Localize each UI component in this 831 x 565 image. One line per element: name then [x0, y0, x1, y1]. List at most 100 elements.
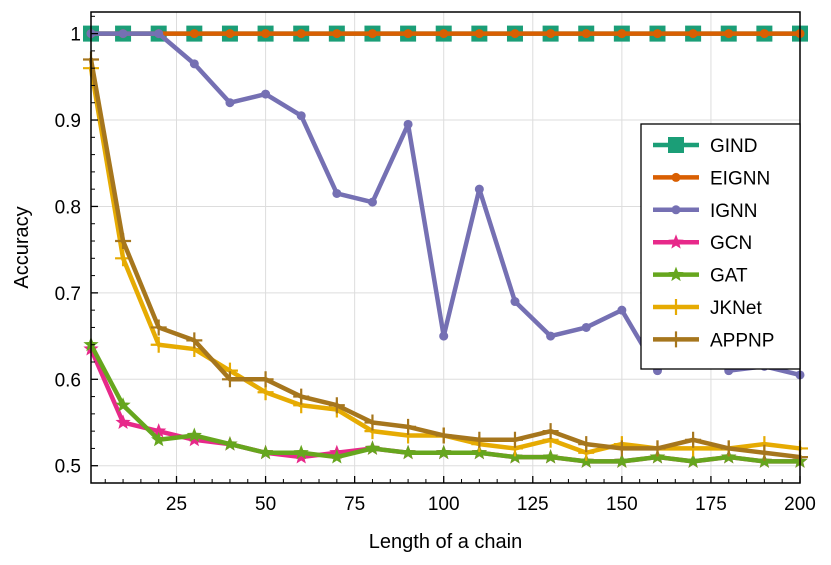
data-point-eignn [546, 29, 556, 39]
legend-label-gat: GAT [710, 266, 748, 287]
legend-marker-appnp [668, 331, 684, 348]
legend-marker-eignn [671, 172, 681, 182]
x-tick-label: 175 [695, 494, 727, 515]
data-point-gat [293, 444, 309, 460]
x-axis-label: Length of a chain [369, 531, 522, 553]
x-tick-label: 200 [784, 494, 816, 515]
data-point-gcn [151, 423, 167, 438]
legend-marker-jknet [668, 299, 684, 315]
series-appnp [83, 51, 808, 466]
data-point-gat [222, 436, 238, 451]
data-point-jknet [150, 336, 167, 353]
data-point-eignn [617, 29, 627, 39]
data-point-appnp [649, 440, 666, 457]
data-point-gat [685, 453, 701, 468]
data-point-ignn [189, 59, 199, 69]
legend-label-appnp: APPNP [710, 330, 774, 351]
data-point-eignn [759, 29, 769, 39]
data-point-appnp [150, 319, 167, 336]
legend-marker-ignn [671, 205, 681, 215]
x-tick-label: 125 [517, 494, 549, 515]
data-point-ignn [581, 322, 591, 332]
legend-marker-gat [668, 266, 684, 282]
y-tick-label: 0.7 [55, 284, 81, 305]
data-point-gcn [293, 449, 309, 464]
data-point-eignn [724, 29, 734, 39]
x-tick-label: 150 [606, 494, 638, 515]
y-tick-label: 0.5 [55, 457, 81, 478]
data-point-ignn [332, 188, 342, 198]
data-point-eignn [510, 29, 520, 39]
data-point-ignn [367, 197, 377, 207]
data-point-gat [151, 431, 167, 447]
data-point-gcn [115, 414, 131, 429]
data-point-gat [186, 427, 202, 442]
data-point-appnp [115, 233, 132, 250]
y-tick-label: 1 [70, 25, 81, 46]
data-point-appnp [471, 431, 488, 448]
data-point-appnp [685, 431, 702, 448]
data-point-eignn [189, 29, 199, 39]
legend-label-eignn: EIGNN [710, 168, 770, 189]
data-point-gat [614, 453, 630, 468]
data-point-ignn [154, 29, 164, 39]
data-point-ignn [546, 331, 556, 341]
x-tick-label: 50 [255, 494, 276, 515]
series-eignn [86, 29, 805, 39]
data-point-gat [329, 449, 345, 464]
legend-label-jknet: JKNet [710, 298, 762, 319]
legend-marker-gind [668, 137, 684, 153]
data-point-eignn [403, 29, 413, 39]
x-tick-label: 25 [166, 494, 187, 515]
data-point-gat [257, 444, 274, 460]
y-tick-label: 0.8 [55, 197, 81, 218]
data-point-gat [400, 444, 416, 460]
legend-box [640, 123, 801, 370]
data-point-gat [436, 444, 452, 460]
data-point-gat [364, 440, 381, 455]
x-tick-label: 75 [344, 494, 365, 515]
data-point-appnp [506, 431, 523, 448]
data-point-ignn [617, 305, 627, 315]
data-point-eignn [332, 29, 342, 39]
data-point-appnp [578, 436, 595, 453]
y-tick-label: 0.6 [55, 370, 81, 391]
legend-label-gind: GIND [710, 136, 758, 157]
legend-label-gcn: GCN [710, 233, 752, 254]
data-point-ignn [225, 98, 235, 108]
data-point-appnp [221, 371, 238, 388]
data-point-eignn [296, 29, 306, 39]
data-point-gat [115, 397, 131, 412]
data-point-eignn [367, 29, 377, 39]
y-axis-label: Accuracy [11, 206, 33, 288]
data-point-eignn [439, 29, 449, 39]
data-point-appnp [186, 332, 203, 349]
data-point-eignn [581, 29, 591, 39]
data-point-appnp [542, 423, 559, 440]
y-tick-label: 0.9 [55, 111, 81, 132]
data-point-appnp [257, 371, 274, 388]
data-point-eignn [688, 29, 698, 39]
data-point-eignn [652, 29, 662, 39]
data-point-eignn [225, 29, 235, 39]
data-point-ignn [474, 184, 484, 194]
legend: GIND EIGNN IGNN GCN GAT JKNet APPNP [640, 123, 801, 370]
data-point-ignn [439, 331, 449, 341]
data-point-ignn [510, 297, 520, 307]
data-point-appnp [364, 414, 381, 431]
data-point-eignn [261, 29, 271, 39]
data-point-eignn [474, 29, 484, 39]
data-point-ignn [403, 119, 413, 129]
data-point-appnp [756, 444, 773, 461]
data-point-gcn [186, 431, 202, 447]
data-point-appnp [293, 388, 310, 405]
x-tick-label: 100 [428, 494, 460, 515]
axes: 25 50 75 100 125 150 175 200 0.5 0.6 0.7 0.8 0.9 1 [55, 15, 816, 515]
data-point-appnp [720, 440, 737, 457]
data-point-appnp [435, 427, 452, 444]
data-point-ignn [118, 29, 128, 39]
data-point-appnp [613, 440, 630, 457]
data-point-ignn [261, 89, 271, 99]
data-point-ignn [296, 111, 306, 121]
